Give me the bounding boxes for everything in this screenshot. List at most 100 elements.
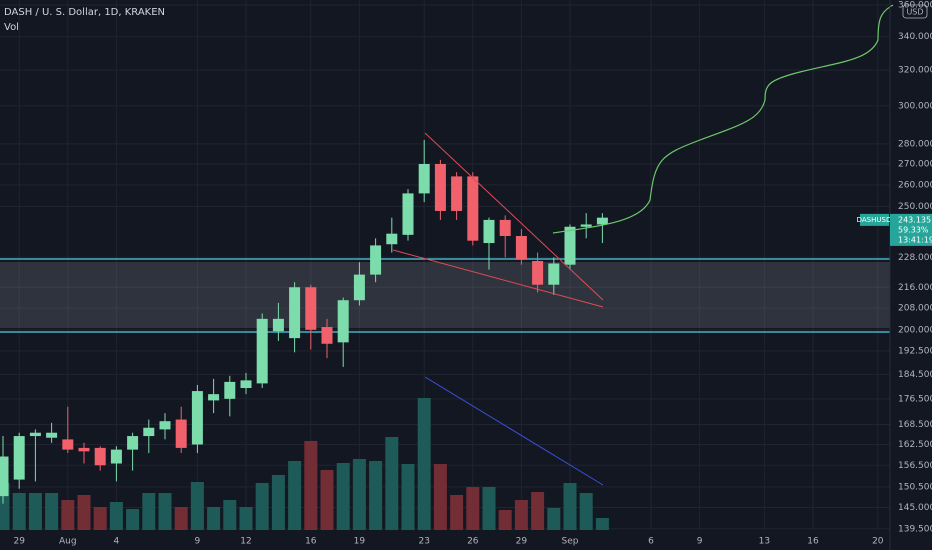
y-tick-label: 192.500	[898, 346, 932, 356]
x-tick-label: 9	[195, 537, 201, 547]
candle-body	[208, 394, 220, 401]
price-label: DASHUSD 243.135 59.33% 13:41:19	[857, 213, 932, 246]
volume-bar	[531, 492, 545, 530]
candle-body	[127, 436, 139, 450]
candle-body	[62, 439, 74, 450]
x-tick-label: 23	[418, 537, 429, 547]
volume-bar	[433, 464, 447, 530]
volume-bar	[352, 459, 366, 530]
candle-body	[0, 456, 9, 497]
x-tick-label: 6	[648, 537, 654, 547]
candle-body	[175, 419, 187, 448]
volume-bar	[93, 507, 107, 530]
volume-bar	[45, 493, 59, 530]
candle-body	[305, 287, 317, 330]
x-tick-label: 4	[114, 537, 120, 547]
symbol-box	[860, 213, 889, 226]
candle-body	[94, 447, 106, 466]
y-tick-label: 208.000	[898, 304, 932, 314]
candle-body	[256, 318, 268, 384]
volume-bar	[595, 518, 609, 530]
symbol-title: DASH / U. S. Dollar, 1D, KRAKEN	[4, 7, 165, 18]
y-tick-label: 260.000	[898, 180, 932, 190]
candle-body	[46, 432, 58, 438]
candle-body	[596, 217, 608, 225]
volume-bar	[12, 493, 26, 530]
volume-bar	[126, 509, 140, 530]
y-tick-label: 250.000	[898, 202, 932, 212]
x-tick-label: 26	[467, 537, 479, 547]
x-tick-label: 29	[516, 537, 528, 547]
trendline	[424, 132, 604, 301]
y-tick-label: 216.000	[898, 283, 932, 293]
candle-body	[434, 163, 446, 211]
candle-body	[159, 421, 171, 430]
candle-body	[110, 449, 122, 464]
countdown: 13:41:19	[898, 235, 932, 244]
y-tick-label: 200.000	[898, 325, 932, 335]
candle-body	[337, 300, 349, 343]
candle-body	[272, 318, 284, 332]
volume-bar	[320, 470, 334, 530]
currency-box[interactable]	[902, 4, 928, 19]
y-tick-label: 168.500	[898, 420, 932, 430]
y-tick-label: 320.000	[898, 66, 932, 76]
volume-bar	[109, 502, 123, 530]
zone	[0, 262, 890, 328]
grid	[0, 0, 890, 530]
volume-bar	[255, 483, 269, 530]
volume	[0, 398, 609, 530]
volume-bar	[174, 507, 188, 530]
candle-body	[402, 193, 414, 235]
symbol: DASHUSD	[857, 216, 892, 224]
volume-bar	[579, 493, 593, 530]
volume-bar	[190, 482, 204, 530]
volume-bar	[61, 500, 75, 530]
candle-body	[143, 427, 155, 437]
y-tick-label: 228.000	[898, 253, 932, 263]
candle-body	[580, 224, 592, 227]
volume-bar	[288, 461, 302, 530]
y-tick-label: 270.000	[898, 159, 932, 169]
volume-bar	[239, 507, 253, 530]
volume-bar	[142, 493, 156, 530]
volume-label: Vol	[4, 22, 19, 33]
x-tick-label: 12	[240, 537, 251, 547]
x-tick-label: 16	[807, 537, 819, 547]
volume-bar	[223, 500, 237, 530]
candle-body	[548, 263, 560, 285]
y-tick-label: 280.000	[898, 139, 932, 149]
volume-bar	[158, 493, 172, 530]
volume-bar	[401, 464, 415, 530]
x-tick-label: 29	[13, 537, 25, 547]
candle-body	[451, 176, 463, 211]
candle-body	[353, 274, 365, 301]
y-tick-label: 300.000	[898, 101, 932, 111]
volume-bar	[482, 487, 496, 530]
volume-bar	[0, 483, 10, 530]
volume-bar	[369, 461, 383, 530]
volume-bar	[385, 437, 399, 530]
volume-bar	[336, 463, 350, 530]
candle-body	[224, 381, 236, 399]
change: 59.33%	[898, 225, 929, 234]
volume-bar	[304, 441, 318, 530]
candle-body	[29, 432, 41, 437]
volume-bar	[28, 493, 42, 530]
y-tick-label: 340.000	[898, 32, 932, 42]
volume-bar	[450, 495, 464, 530]
x-tick-label: 16	[305, 537, 317, 547]
volume-bar	[514, 500, 528, 530]
x-tick-label: 9	[697, 537, 703, 547]
x-tick-label: Aug	[59, 537, 77, 547]
candle-body	[240, 380, 252, 388]
candle-body	[370, 245, 382, 275]
projection-path	[552, 4, 894, 234]
candle-body	[515, 236, 527, 260]
candle-body	[483, 219, 495, 244]
volume-bar	[77, 495, 91, 530]
y-tick-label: 139.500	[898, 524, 932, 534]
candle-body	[532, 261, 544, 285]
